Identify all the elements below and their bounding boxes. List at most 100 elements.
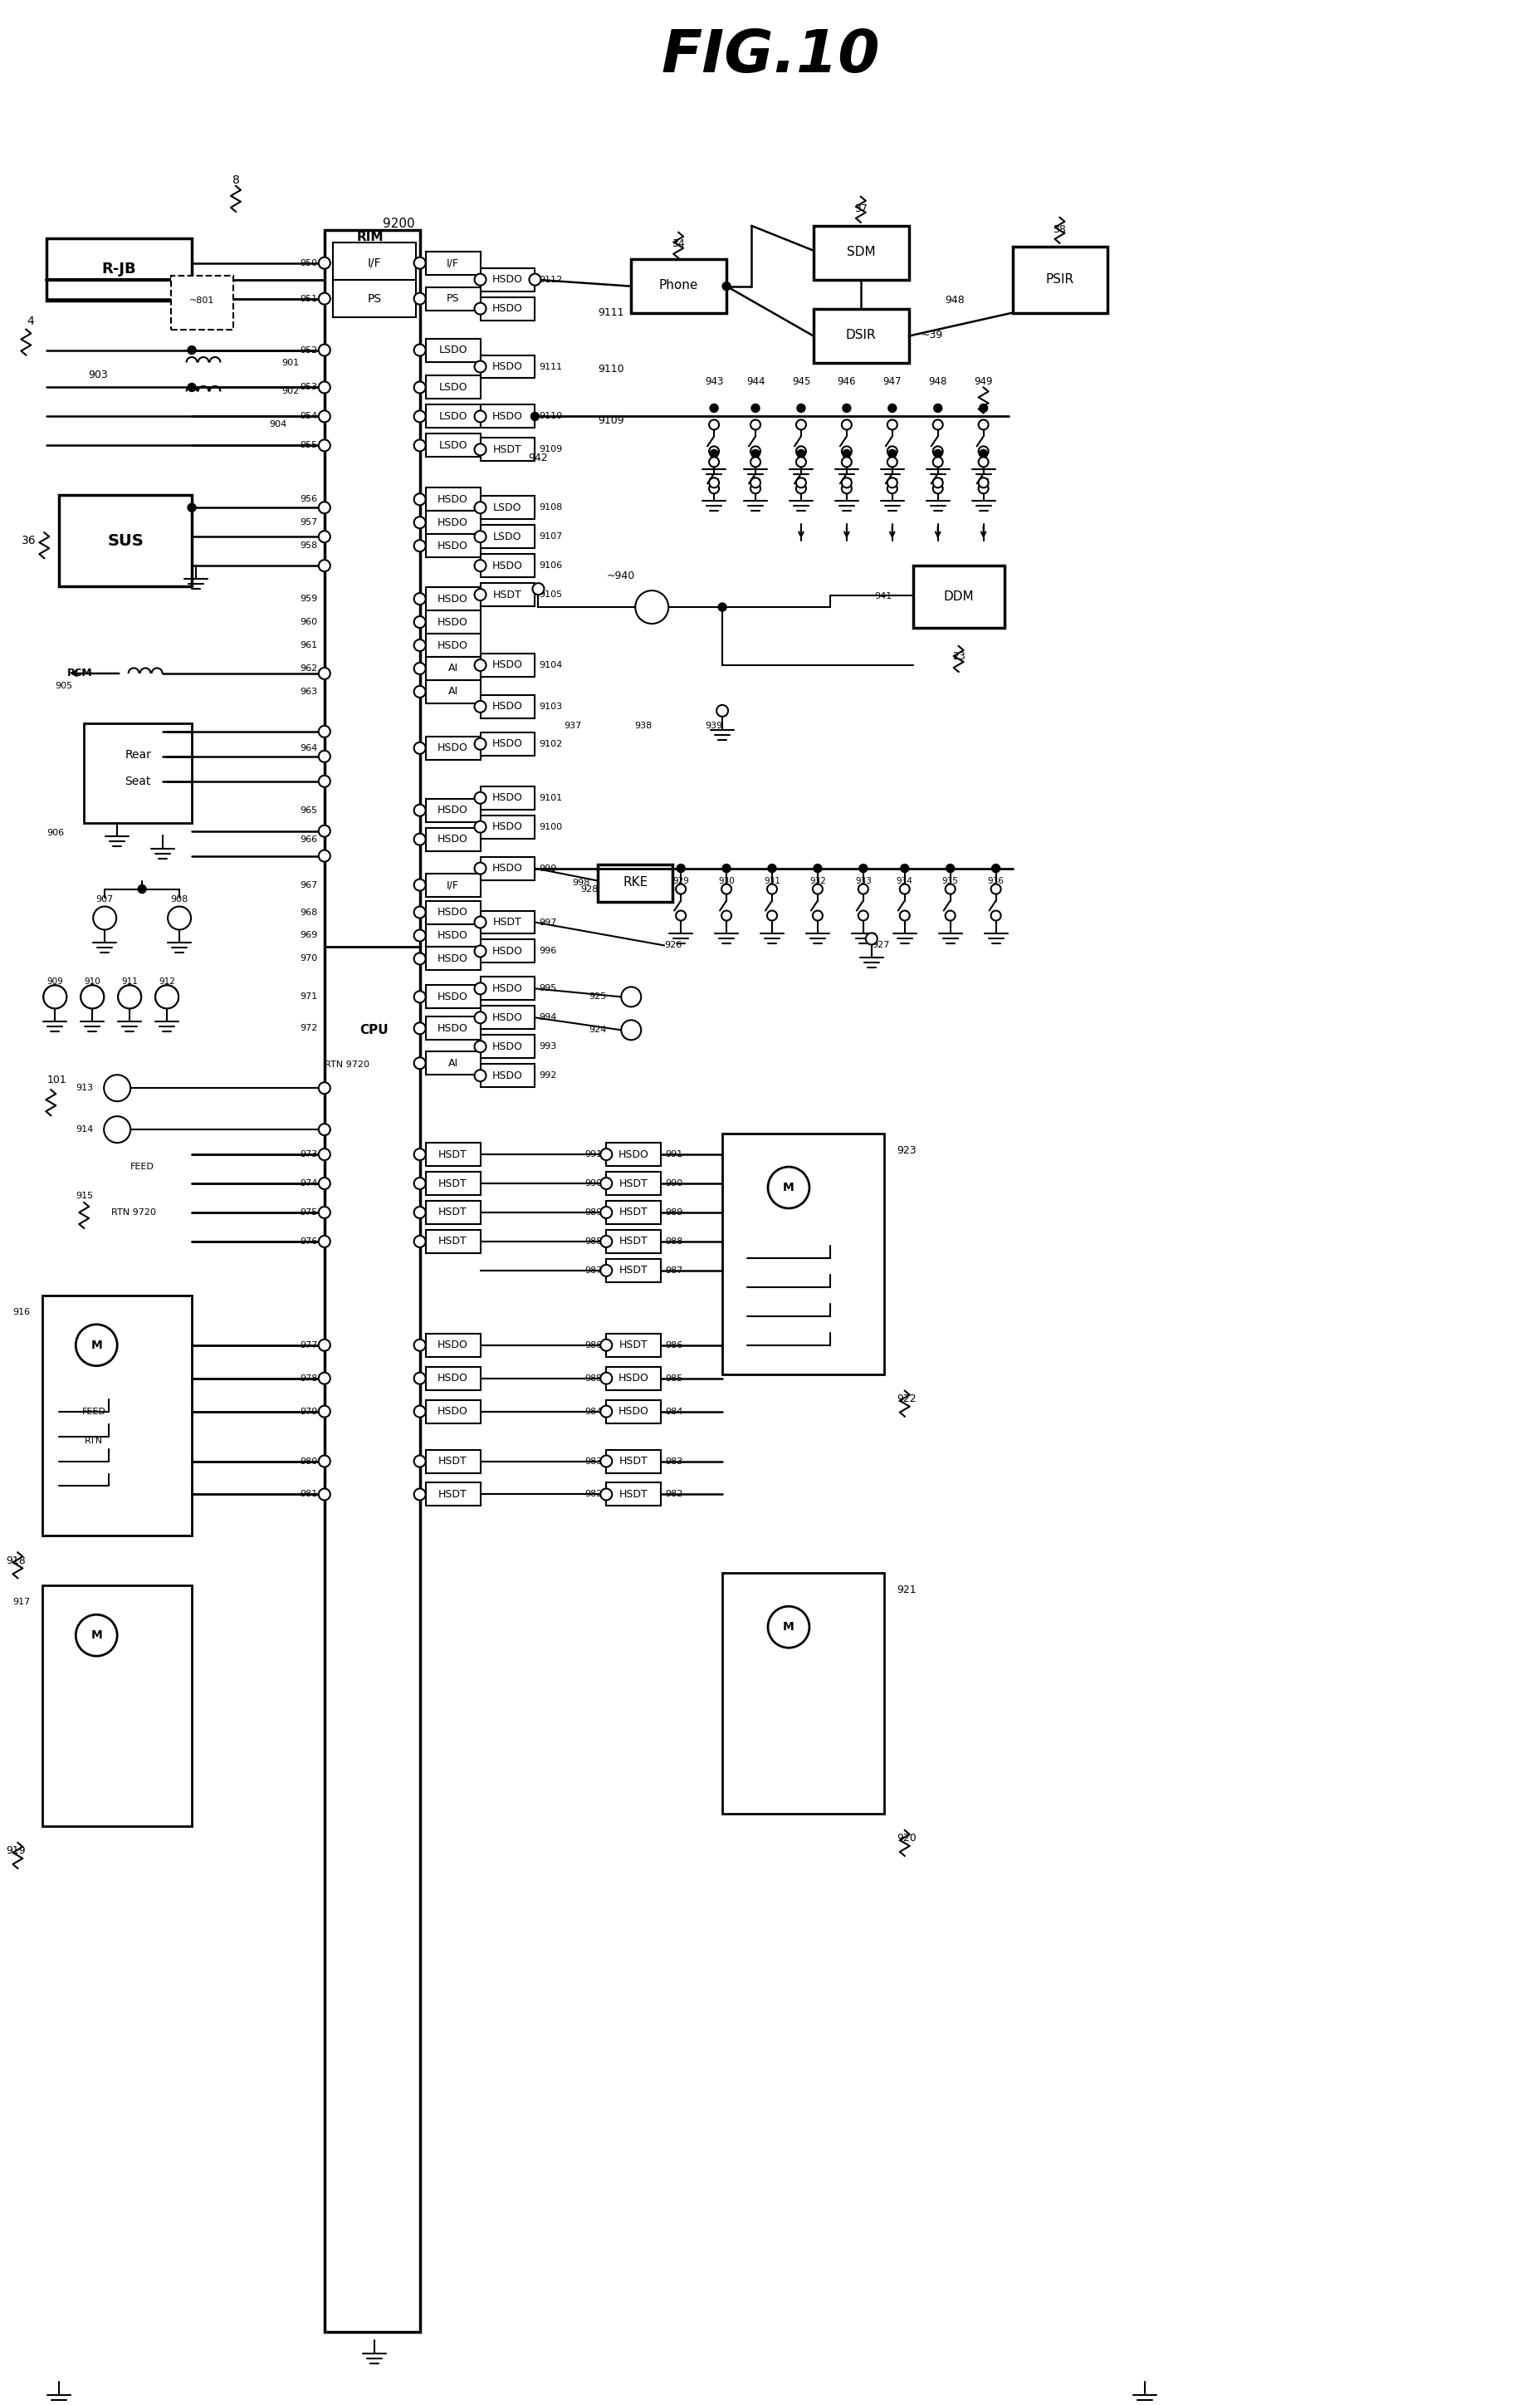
Text: HSDO: HSDO bbox=[618, 1150, 648, 1159]
Text: 908: 908 bbox=[171, 895, 188, 904]
Text: HSDO: HSDO bbox=[493, 1070, 522, 1080]
Bar bbox=[480, 786, 534, 810]
Circle shape bbox=[414, 664, 425, 673]
Circle shape bbox=[932, 447, 942, 457]
Circle shape bbox=[718, 604, 725, 611]
Circle shape bbox=[932, 479, 942, 488]
Text: 906: 906 bbox=[46, 827, 65, 837]
Circle shape bbox=[946, 863, 953, 873]
Text: 998: 998 bbox=[571, 878, 590, 887]
Bar bbox=[1012, 245, 1107, 313]
Text: M: M bbox=[91, 1631, 102, 1640]
Text: I/F: I/F bbox=[447, 880, 459, 890]
Circle shape bbox=[474, 445, 485, 455]
Circle shape bbox=[932, 421, 942, 430]
Circle shape bbox=[414, 1455, 425, 1467]
Circle shape bbox=[414, 1373, 425, 1385]
Circle shape bbox=[841, 479, 852, 488]
Text: 920: 920 bbox=[896, 1833, 916, 1845]
Circle shape bbox=[601, 1489, 611, 1501]
Text: HSDO: HSDO bbox=[437, 907, 468, 919]
Circle shape bbox=[414, 1150, 425, 1159]
Text: 986: 986 bbox=[584, 1342, 602, 1349]
Circle shape bbox=[75, 1325, 117, 1366]
Circle shape bbox=[708, 457, 719, 467]
Circle shape bbox=[708, 483, 719, 493]
Text: AI: AI bbox=[448, 1058, 457, 1068]
Text: HSDO: HSDO bbox=[493, 560, 522, 570]
Circle shape bbox=[621, 1020, 641, 1039]
Text: 901: 901 bbox=[282, 358, 299, 366]
Circle shape bbox=[812, 911, 822, 921]
Text: HSDO: HSDO bbox=[493, 863, 522, 873]
Circle shape bbox=[414, 541, 425, 551]
Circle shape bbox=[933, 450, 941, 457]
Circle shape bbox=[103, 1075, 131, 1101]
Circle shape bbox=[43, 986, 66, 1008]
Text: HSDT: HSDT bbox=[619, 1340, 648, 1352]
Circle shape bbox=[75, 1614, 117, 1657]
Circle shape bbox=[796, 404, 805, 411]
Text: 954: 954 bbox=[300, 411, 317, 421]
Text: 9109: 9109 bbox=[598, 416, 624, 426]
Circle shape bbox=[319, 382, 330, 392]
Circle shape bbox=[899, 863, 909, 873]
Circle shape bbox=[188, 382, 196, 392]
Bar bbox=[59, 495, 191, 587]
Text: I/F: I/F bbox=[447, 257, 459, 269]
Circle shape bbox=[812, 885, 822, 895]
Text: LSDO: LSDO bbox=[493, 503, 522, 512]
Text: PSIR: PSIR bbox=[1046, 274, 1073, 286]
Bar bbox=[480, 524, 534, 548]
Bar bbox=[425, 924, 480, 948]
Circle shape bbox=[92, 907, 117, 931]
Text: 989: 989 bbox=[665, 1207, 682, 1217]
Text: 9105: 9105 bbox=[539, 592, 562, 599]
Circle shape bbox=[319, 1373, 330, 1385]
Text: HSDO: HSDO bbox=[437, 806, 468, 815]
Bar bbox=[43, 1585, 191, 1825]
Text: 992: 992 bbox=[539, 1073, 556, 1080]
Text: 976: 976 bbox=[300, 1236, 317, 1246]
Text: 904: 904 bbox=[270, 421, 286, 428]
Text: 932: 932 bbox=[808, 875, 825, 885]
Text: LSDO: LSDO bbox=[439, 411, 467, 421]
Text: 965: 965 bbox=[300, 806, 317, 815]
Circle shape bbox=[601, 1207, 611, 1219]
Text: 9110: 9110 bbox=[598, 363, 624, 375]
Circle shape bbox=[932, 457, 942, 467]
Circle shape bbox=[474, 659, 485, 671]
Text: 969: 969 bbox=[300, 931, 317, 940]
Circle shape bbox=[119, 986, 142, 1008]
Circle shape bbox=[978, 457, 987, 467]
Circle shape bbox=[841, 421, 852, 430]
Text: 9106: 9106 bbox=[539, 560, 562, 570]
Bar bbox=[425, 339, 480, 361]
Circle shape bbox=[80, 986, 103, 1008]
Text: 927: 927 bbox=[872, 940, 889, 950]
Bar bbox=[425, 488, 480, 510]
Bar bbox=[813, 226, 909, 279]
Text: RTN 9720: RTN 9720 bbox=[325, 1061, 370, 1068]
Text: DDM: DDM bbox=[942, 589, 973, 604]
Circle shape bbox=[319, 849, 330, 861]
Circle shape bbox=[414, 493, 425, 505]
Bar bbox=[425, 375, 480, 399]
Circle shape bbox=[319, 1405, 330, 1417]
Circle shape bbox=[722, 281, 730, 291]
Text: 916: 916 bbox=[12, 1308, 31, 1316]
Text: ~39: ~39 bbox=[921, 329, 942, 342]
Circle shape bbox=[676, 911, 685, 921]
Text: 988: 988 bbox=[584, 1236, 602, 1246]
Text: HSDT: HSDT bbox=[439, 1178, 467, 1188]
Bar bbox=[425, 657, 480, 681]
Bar bbox=[605, 1332, 661, 1356]
Text: R-JB: R-JB bbox=[102, 262, 136, 277]
Text: 913: 913 bbox=[75, 1085, 94, 1092]
Bar bbox=[605, 1200, 661, 1224]
Circle shape bbox=[474, 560, 485, 572]
Bar bbox=[813, 308, 909, 363]
Circle shape bbox=[319, 503, 330, 512]
Bar bbox=[425, 798, 480, 823]
Circle shape bbox=[319, 750, 330, 762]
